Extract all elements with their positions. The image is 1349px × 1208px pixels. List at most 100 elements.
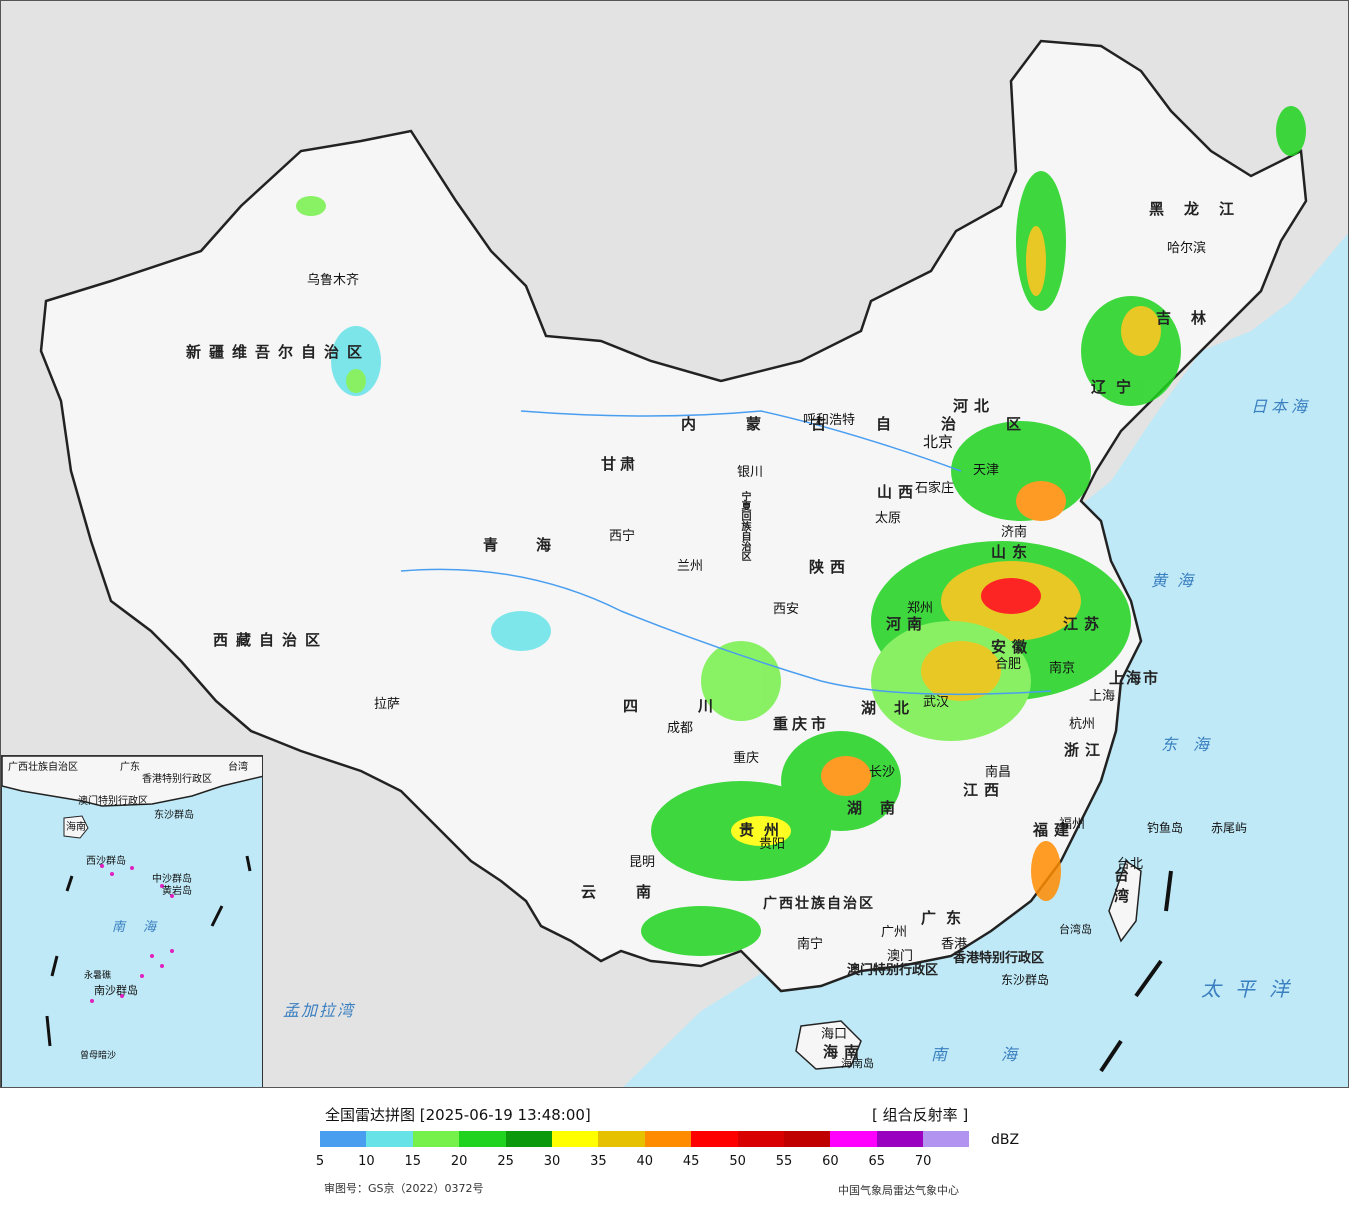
- city-label: 香港: [941, 937, 968, 952]
- legend-panel: 全国雷达拼图 [2025-06-19 13:48:00] [ 组合反射率 ] d…: [0, 1088, 1349, 1208]
- inset-label: 中沙群岛: [152, 874, 192, 885]
- province-label: 吉林: [1156, 309, 1227, 327]
- inset-sea-label: 南海: [112, 920, 175, 935]
- province-label: 台湾: [1112, 867, 1130, 909]
- province-label: 甘肃: [601, 455, 640, 473]
- hainan-shape: [795, 1020, 862, 1070]
- color-swatch: [783, 1131, 831, 1147]
- color-scale-tick: 65: [868, 1154, 886, 1169]
- province-label: 福建: [1033, 821, 1076, 839]
- color-scale-tick: 45: [682, 1154, 700, 1169]
- color-scale-tick: 20: [450, 1154, 468, 1169]
- city-label: 广州: [881, 925, 908, 940]
- color-swatch: [691, 1131, 738, 1147]
- city-label: 银川: [737, 465, 764, 480]
- legend-unit: dBZ: [991, 1132, 1020, 1148]
- city-label: 南京: [1049, 661, 1076, 676]
- color-scale-tick: 40: [636, 1154, 654, 1169]
- sea-label: 黄海: [1151, 571, 1204, 590]
- color-swatch: [876, 1131, 924, 1147]
- inset-label: 澳门特别行政区: [78, 796, 148, 807]
- city-label: 兰州: [677, 559, 704, 574]
- province-label: 广东: [921, 909, 972, 927]
- province-label: 上海市: [1109, 669, 1161, 687]
- province-label: 安徽: [991, 638, 1034, 656]
- inset-label: 东沙群岛: [154, 810, 194, 821]
- sea-label: 孟加拉湾: [283, 1001, 356, 1020]
- city-label: 澳门: [887, 949, 914, 964]
- province-label: 青海: [483, 536, 590, 554]
- city-label: 武汉: [923, 695, 950, 710]
- island-label: 东沙群岛: [1001, 973, 1050, 987]
- city-label: 长沙: [869, 765, 896, 780]
- inset-label: 台湾: [228, 762, 248, 773]
- province-label: 江西: [963, 781, 1006, 799]
- color-swatch: [459, 1131, 506, 1147]
- province-label: 海南: [823, 1043, 866, 1061]
- province-label: 宁夏回族自治区: [739, 491, 750, 561]
- city-label: 拉萨: [374, 697, 401, 712]
- color-swatch: [830, 1131, 877, 1147]
- province-label: 云南: [581, 883, 692, 901]
- province-label: 山东: [991, 543, 1034, 561]
- island-label: 台湾岛: [1059, 923, 1092, 936]
- inset-label: 永暑礁: [84, 971, 112, 981]
- color-scale-tick: 50: [729, 1154, 746, 1169]
- sea-label: 日本海: [1251, 397, 1312, 416]
- color-scale-bar: [320, 1131, 970, 1147]
- legend-title: 全国雷达拼图 [2025-06-19 13:48:00]: [325, 1106, 591, 1124]
- data-source: 中国气象局雷达气象中心: [838, 1184, 959, 1197]
- province-label: 香港特别行政区: [953, 951, 1045, 966]
- color-swatch: [923, 1131, 970, 1147]
- city-label: 成都: [667, 721, 694, 736]
- inset-label: 曾母暗沙: [80, 1051, 117, 1061]
- province-label: 澳门特别行政区: [847, 963, 939, 978]
- province-label: 四川: [623, 697, 774, 715]
- city-label: 南宁: [797, 937, 824, 952]
- color-swatch: [366, 1131, 413, 1147]
- sea-label: 东海: [1161, 735, 1226, 754]
- province-label: 河南: [886, 615, 929, 633]
- city-label: 贵阳: [759, 837, 786, 852]
- inset-label: 香港特别行政区: [142, 774, 212, 785]
- city-label: 杭州: [1069, 717, 1096, 732]
- city-label: 海口: [821, 1027, 848, 1042]
- city-label: 天津: [973, 463, 1000, 478]
- city-label: 哈尔滨: [1167, 241, 1207, 256]
- province-label: 辽宁: [1091, 378, 1142, 396]
- island-label: 海南岛: [841, 1057, 874, 1070]
- city-label: 西安: [773, 602, 800, 617]
- inset-label: 海南: [66, 822, 86, 833]
- radar-map: 新疆维吾尔自治区 西藏自治区 青海 甘肃 四川 云南 内蒙古自治区 黑龙江 吉林…: [0, 0, 1349, 1088]
- city-label: 合肥: [995, 657, 1022, 672]
- color-scale-tick: 10: [358, 1154, 375, 1169]
- province-label: 广西壮族自治区: [763, 896, 875, 912]
- province-label: 河北: [953, 397, 996, 415]
- inset-label: 广东: [120, 762, 140, 773]
- city-label: 西宁: [609, 529, 636, 544]
- province-label: 湖南: [847, 799, 914, 817]
- city-label: 北京: [923, 433, 954, 451]
- city-label: 台北: [1117, 857, 1144, 872]
- province-label: 贵州: [739, 821, 790, 839]
- color-swatch: [505, 1131, 552, 1147]
- color-scale-tick: 55: [775, 1154, 793, 1169]
- sea-label: 太平洋: [1201, 977, 1303, 1001]
- island-label: 钓鱼岛: [1147, 821, 1184, 835]
- color-swatch: [551, 1131, 599, 1147]
- island-label: 赤尾屿: [1211, 821, 1248, 835]
- color-scale-tick: 35: [590, 1154, 607, 1169]
- city-label: 太原: [875, 511, 902, 526]
- legend-product: [ 组合反射率 ]: [872, 1106, 969, 1124]
- city-label: 郑州: [907, 601, 934, 616]
- province-label: 浙江: [1064, 741, 1107, 759]
- color-scale-tick: 15: [404, 1154, 422, 1169]
- color-scale-tick: 70: [914, 1154, 932, 1169]
- taiwan-shape: [1108, 859, 1142, 943]
- color-swatch: [320, 1131, 367, 1147]
- map-svg: [1, 1, 1348, 1087]
- city-label: 昆明: [629, 855, 656, 870]
- province-label: 新疆维吾尔自治区: [186, 343, 371, 361]
- province-label: 黑龙江: [1149, 200, 1255, 218]
- city-label: 呼和浩特: [803, 413, 856, 428]
